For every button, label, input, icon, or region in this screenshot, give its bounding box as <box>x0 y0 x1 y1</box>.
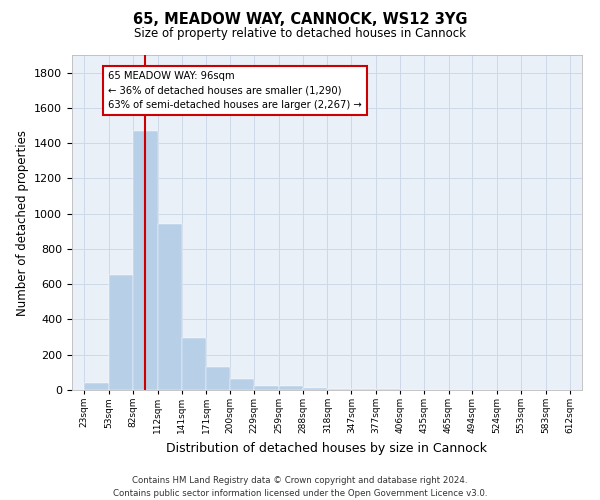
Text: 65 MEADOW WAY: 96sqm
← 36% of detached houses are smaller (1,290)
63% of semi-de: 65 MEADOW WAY: 96sqm ← 36% of detached h… <box>108 71 362 110</box>
Bar <box>279 386 302 390</box>
Bar <box>352 389 376 390</box>
Bar <box>158 224 182 390</box>
Bar <box>302 388 328 390</box>
Text: Size of property relative to detached houses in Cannock: Size of property relative to detached ho… <box>134 28 466 40</box>
Bar <box>85 383 109 390</box>
Bar <box>206 367 230 390</box>
X-axis label: Distribution of detached houses by size in Cannock: Distribution of detached houses by size … <box>167 442 487 454</box>
Y-axis label: Number of detached properties: Number of detached properties <box>16 130 29 316</box>
Text: 65, MEADOW WAY, CANNOCK, WS12 3YG: 65, MEADOW WAY, CANNOCK, WS12 3YG <box>133 12 467 28</box>
Bar <box>133 131 158 390</box>
Text: Contains HM Land Registry data © Crown copyright and database right 2024.
Contai: Contains HM Land Registry data © Crown c… <box>113 476 487 498</box>
Bar <box>182 338 206 390</box>
Bar <box>109 276 133 390</box>
Bar <box>254 386 279 390</box>
Bar <box>230 380 254 390</box>
Bar <box>376 389 400 390</box>
Bar <box>328 389 352 390</box>
